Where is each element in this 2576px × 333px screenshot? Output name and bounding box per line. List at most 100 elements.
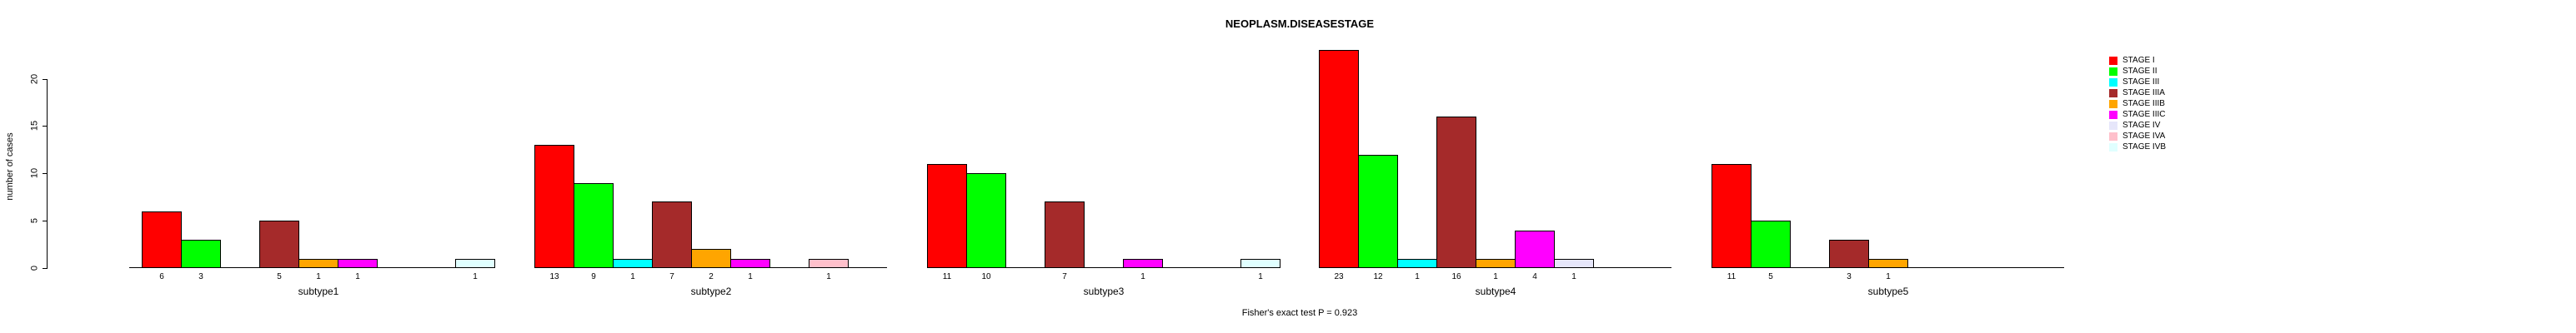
legend-label: STAGE II	[2122, 67, 2158, 76]
bar-value-label: 1	[1140, 272, 1145, 281]
bar-value-label: 1	[316, 272, 321, 281]
legend-label: STAGE IIIA	[2122, 88, 2165, 97]
bar-value-label: 11	[942, 272, 952, 281]
bar-stage-iiia	[652, 201, 692, 268]
bar-value-label: 16	[1451, 272, 1461, 281]
legend-label: STAGE III	[2122, 77, 2160, 87]
bar-stage-i	[534, 145, 574, 268]
bar-value-label: 5	[1768, 272, 1773, 281]
legend-label: STAGE IVB	[2122, 142, 2167, 152]
bar-stage-i	[1319, 50, 1359, 268]
bar-value-label: 7	[1062, 272, 1067, 281]
legend-swatch-icon	[2109, 56, 2117, 65]
category-label-subtype5: subtype5	[1867, 286, 1909, 297]
y-axis-tick	[43, 79, 48, 80]
bar-stage-ii	[1751, 221, 1791, 268]
bar-value-label: 1	[1571, 272, 1576, 281]
y-axis-tick	[43, 173, 48, 174]
legend-swatch-icon	[2109, 99, 2117, 108]
legend-swatch-icon	[2109, 110, 2117, 119]
bar-stage-iva	[809, 259, 849, 268]
bar-value-label: 1	[1886, 272, 1891, 281]
y-axis-tick-label: 15	[29, 120, 40, 132]
legend-label: STAGE I	[2122, 56, 2155, 65]
bar-value-label: 1	[473, 272, 478, 281]
bar-value-label: 1	[748, 272, 753, 281]
bar-value-label: 1	[630, 272, 635, 281]
bar-stage-iii	[1397, 259, 1437, 268]
bar-value-label: 3	[198, 272, 203, 281]
bar-stage-ivb	[455, 259, 495, 268]
bar-stage-iiia	[1045, 201, 1085, 268]
bar-stage-iiib	[691, 249, 731, 268]
bar-stage-ii	[1358, 155, 1398, 268]
chart-title: NEOPLASM.DISEASESTAGE	[1225, 17, 1375, 30]
y-axis-tick	[43, 126, 48, 127]
bar-stage-iiia	[259, 221, 299, 268]
bar-stage-iiic	[730, 259, 770, 268]
legend-swatch-icon	[2109, 132, 2117, 141]
bar-stage-iiia	[1436, 117, 1476, 268]
y-axis-tick-label: 0	[29, 265, 40, 271]
legend-item: STAGE III	[2109, 77, 2226, 87]
bar-stage-iiic	[1515, 231, 1555, 268]
bar-stage-iiic	[338, 259, 378, 268]
bar-value-label: 1	[826, 272, 831, 281]
bar-value-label: 4	[1532, 272, 1537, 281]
legend-label: STAGE IV	[2122, 121, 2161, 130]
legend-item: STAGE I	[2109, 55, 2226, 66]
legend-item: STAGE IVA	[2109, 131, 2226, 142]
annotation-fisher-test: Fisher's exact test P = 0.923	[1241, 308, 1358, 318]
bar-stage-iiic	[1123, 259, 1163, 268]
bar-value-label: 1	[1493, 272, 1498, 281]
category-label-subtype1: subtype1	[298, 286, 339, 297]
legend-item: STAGE IIIB	[2109, 98, 2226, 109]
bar-stage-iiib	[298, 259, 338, 268]
bar-value-label: 9	[591, 272, 596, 281]
legend-item: STAGE IIIC	[2109, 109, 2226, 120]
legend-label: STAGE IIIB	[2122, 99, 2165, 108]
bar-stage-iv	[1554, 259, 1594, 268]
category-label-subtype4: subtype4	[1475, 286, 1516, 297]
bar-stage-ivb	[1240, 259, 1280, 268]
bar-stage-iii	[613, 259, 653, 268]
bar-stage-i	[142, 211, 182, 268]
legend-label: STAGE IIIC	[2122, 110, 2166, 119]
bar-value-label: 6	[159, 272, 164, 281]
bar-value-label: 10	[981, 272, 991, 281]
bar-value-label: 1	[1258, 272, 1263, 281]
legend-swatch-icon	[2109, 77, 2117, 87]
bar-value-label: 11	[1727, 272, 1737, 281]
legend-swatch-icon	[2109, 67, 2117, 76]
bar-value-label: 1	[355, 272, 360, 281]
bar-stage-i	[927, 164, 967, 268]
bar-value-label: 2	[709, 272, 714, 281]
bar-stage-i	[1711, 164, 1752, 268]
legend-item: STAGE IV	[2109, 120, 2226, 131]
legend-label: STAGE IVA	[2122, 132, 2166, 141]
y-axis-tick	[43, 268, 48, 269]
y-axis-tick-label: 5	[29, 217, 40, 224]
legend-swatch-icon	[2109, 142, 2117, 152]
legend: STAGE I STAGE II STAGE III STAGE IIIA STAGE …	[2109, 55, 2226, 152]
legend-item: STAGE IIIA	[2109, 87, 2226, 98]
bar-value-label: 23	[1334, 272, 1344, 281]
bar-stage-iiia	[1829, 240, 1869, 268]
bar-stage-ii	[181, 240, 221, 268]
y-axis-line	[47, 79, 48, 269]
bar-value-label: 1	[1415, 272, 1420, 281]
legend-item: STAGE IVB	[2109, 142, 2226, 152]
y-axis-tick-label: 20	[29, 73, 40, 85]
category-label-subtype2: subtype2	[690, 286, 732, 297]
bar-value-label: 7	[669, 272, 674, 281]
legend-swatch-icon	[2109, 121, 2117, 130]
y-axis-tick-label: 10	[29, 167, 40, 179]
bar-value-label: 3	[1847, 272, 1852, 281]
bar-stage-iiib	[1476, 259, 1516, 268]
category-label-subtype3: subtype3	[1083, 286, 1125, 297]
bar-stage-ii	[574, 183, 614, 268]
bar-value-label: 5	[277, 272, 282, 281]
legend-item: STAGE II	[2109, 66, 2226, 77]
group-baseline	[927, 267, 1280, 268]
